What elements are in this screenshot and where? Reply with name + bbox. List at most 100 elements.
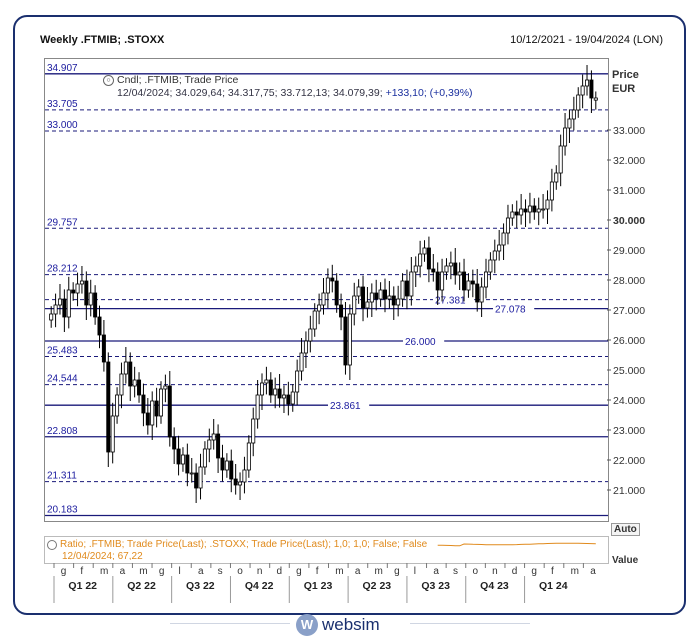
quarter-label: Q2 23	[363, 580, 392, 592]
price-plot-area[interactable]: 34.907 33.705 33.000 29.757 28.212 27.381 27.0…	[44, 58, 609, 522]
candle-body	[229, 460, 234, 480]
currency-label: EUR	[612, 83, 636, 95]
candle-body	[545, 199, 550, 210]
month-label: m	[139, 566, 147, 577]
candle-body	[303, 340, 308, 354]
level-label-bg	[493, 302, 535, 315]
candle-body	[422, 247, 427, 255]
level-label-bg	[45, 343, 87, 355]
level-label-bg	[45, 60, 87, 72]
level-label: 33.705	[47, 99, 78, 110]
y-tick-label: 29.000	[613, 245, 645, 257]
candle-body	[492, 250, 497, 261]
ratio-legend: Ratio; .FTMIB; Trade Price(Last); .STOXX…	[60, 539, 428, 550]
candle-body	[440, 271, 445, 291]
candle-body	[593, 97, 598, 101]
y-tick-label: 25.000	[613, 365, 645, 377]
level-label-bg	[45, 371, 87, 383]
candle-body	[264, 379, 269, 384]
level-label: 27.381	[435, 296, 466, 307]
month-label: f	[551, 566, 554, 577]
candle-body	[475, 283, 480, 303]
legend-settings-icon[interactable]: ○	[103, 74, 114, 86]
level-label: 26.000	[405, 337, 436, 348]
ratio-settings-icon[interactable]	[47, 540, 57, 550]
candle-body	[330, 277, 335, 282]
candle-body	[374, 292, 379, 300]
auto-scale-button[interactable]: Auto	[611, 523, 640, 536]
candle-body	[141, 394, 146, 414]
month-label: f	[80, 566, 83, 577]
candle-body	[242, 469, 247, 483]
candle-body	[71, 289, 76, 294]
candle-body	[220, 457, 225, 471]
month-label: g	[61, 566, 67, 577]
month-label: o	[237, 566, 243, 577]
candle-body	[523, 208, 528, 213]
y-tick-label: 32.000	[613, 155, 645, 167]
y-tick-label: 27.000	[613, 305, 645, 317]
candle-body	[150, 400, 155, 426]
month-label: n	[492, 566, 498, 577]
month-label: m	[375, 566, 383, 577]
price-axis: 21.000 22.000 23.000 24.000 25.000 26.000 27.0…	[607, 125, 645, 497]
month-label: l	[178, 566, 180, 577]
quarter-label: Q2 22	[127, 580, 156, 592]
candle-body	[361, 286, 366, 309]
candle-body	[387, 295, 392, 300]
candle-body	[211, 433, 216, 441]
candle-body	[312, 310, 317, 330]
candle-body	[558, 145, 563, 174]
candle-body	[409, 271, 414, 297]
quarter-label: Q3 22	[186, 580, 215, 592]
candle-body	[334, 280, 339, 306]
candle-body	[88, 292, 93, 306]
level-label: 20.183	[47, 505, 78, 516]
candle-body	[404, 280, 409, 297]
month-label: a	[198, 566, 204, 577]
candle-body	[325, 277, 330, 294]
candle-body	[462, 271, 467, 291]
candle-body	[576, 94, 581, 111]
level-label: 22.808	[47, 426, 78, 437]
price-axis-title: Price EUR	[612, 68, 639, 96]
quarter-label: Q1 24	[539, 580, 568, 592]
candle-body	[470, 280, 475, 285]
candle-body	[97, 316, 102, 336]
candle-body	[286, 394, 291, 405]
candle-body	[382, 289, 387, 300]
candle-body	[488, 259, 493, 273]
price-legend: ○ Cndl; .FTMIB; Trade Price 12/04/2024; 3…	[103, 74, 473, 100]
candle-body	[413, 265, 418, 273]
candle-body	[251, 418, 256, 444]
websim-logo[interactable]: W websim	[296, 614, 380, 636]
candle-body	[571, 109, 576, 120]
candle-body	[79, 280, 84, 285]
month-label: s	[218, 566, 223, 577]
month-label: m	[100, 566, 108, 577]
ratio-panel[interactable]	[44, 536, 609, 564]
level-label-bg	[45, 502, 87, 514]
candle-body	[189, 472, 194, 475]
candle-body	[321, 292, 326, 306]
candle-body	[536, 208, 541, 213]
candle-body	[123, 361, 128, 375]
candle-body	[527, 205, 532, 213]
candle-body	[238, 481, 243, 486]
candle-body	[391, 295, 396, 306]
month-label: m	[571, 566, 579, 577]
candle-body	[290, 391, 295, 405]
candle-body	[567, 118, 572, 129]
month-label: a	[355, 566, 361, 577]
candle-body	[101, 334, 106, 363]
candle-body	[479, 286, 484, 303]
candle-body	[224, 460, 229, 471]
level-label-bg	[45, 423, 87, 435]
y-tick-label: 23.000	[613, 425, 645, 437]
y-tick-label: 26.000	[613, 335, 645, 347]
candle-body	[418, 253, 423, 267]
month-label: g	[531, 566, 537, 577]
month-label: m	[335, 566, 343, 577]
ratio-line-svg	[437, 542, 596, 547]
candle-body	[273, 388, 278, 396]
